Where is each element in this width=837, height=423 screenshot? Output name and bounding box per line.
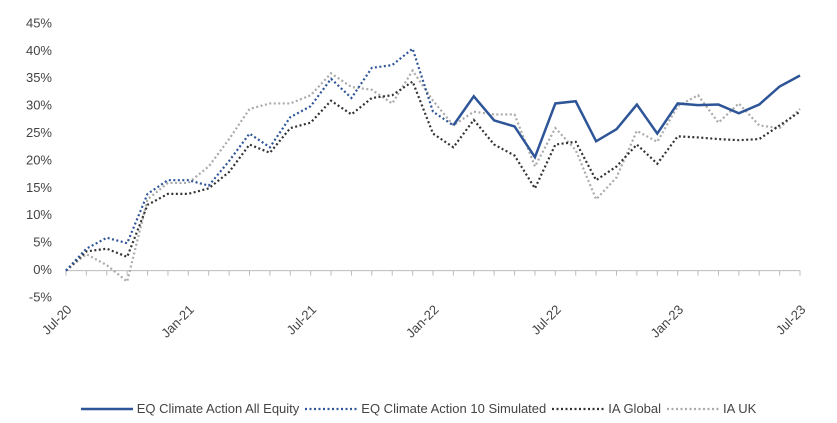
legend-label: IA UK — [723, 401, 757, 416]
x-tick-label: Jan-22 — [403, 302, 442, 341]
y-tick-label: 25% — [26, 125, 52, 140]
y-tick-label: 35% — [26, 70, 52, 85]
series-line — [452, 74, 801, 160]
y-tick-label: 15% — [26, 180, 52, 195]
y-tick-label: -5% — [29, 289, 53, 304]
legend-label: EQ Climate Action 10 Simulated — [361, 401, 547, 416]
legend-label: EQ Climate Action All Equity — [136, 401, 300, 416]
legend: EQ Climate Action All Equity EQ Climate A… — [0, 401, 837, 416]
series-line — [65, 46, 455, 272]
y-tick-label: 10% — [26, 207, 52, 222]
series-line — [65, 68, 801, 284]
chart: -5% 0% 5% 10% 15% 20% 25% 30% 35% 40% 45% Jul-20 Jan… — [26, 15, 809, 341]
legend-swatch — [305, 407, 358, 410]
legend-swatch — [552, 407, 605, 410]
legend-swatch — [667, 407, 720, 410]
y-tick-label: 20% — [26, 152, 52, 167]
x-tick-label: Jul-23 — [773, 302, 809, 338]
legend-label: IA Global — [608, 401, 662, 416]
y-tick-label: 5% — [33, 235, 52, 250]
legend-item: IA Global — [552, 401, 661, 416]
y-tick-label: 30% — [26, 98, 52, 113]
y-tick-label: 45% — [26, 15, 52, 30]
x-tick-label: Jul-22 — [528, 302, 564, 338]
legend-swatch — [80, 407, 133, 410]
y-tick-label: 40% — [26, 43, 52, 58]
x-tick-label: Jul-21 — [284, 302, 320, 338]
x-tick-label: Jan-21 — [158, 302, 197, 341]
x-tick-label: Jan-23 — [648, 302, 687, 341]
legend-item: IA UK — [667, 401, 756, 416]
legend-item: EQ Climate Action 10 Simulated — [305, 401, 546, 416]
y-tick-label: 0% — [33, 262, 52, 277]
x-tick-label: Jul-20 — [39, 302, 75, 338]
legend-item: EQ Climate Action All Equity — [80, 401, 300, 416]
